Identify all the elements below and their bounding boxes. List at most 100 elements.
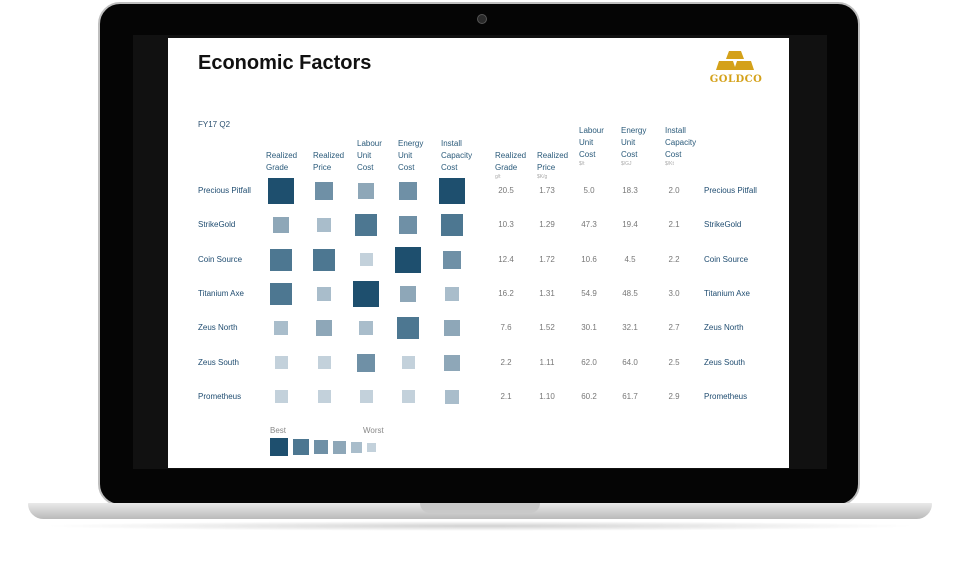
value-cell: 54.9 — [581, 288, 597, 298]
legend-square — [314, 440, 328, 454]
value-cell: 4.5 — [624, 254, 636, 264]
value-header-realized-grade: Realized Grade g/t — [495, 151, 527, 180]
value-cell: 10.6 — [581, 254, 597, 264]
value-cell: 1.73 — [539, 186, 555, 195]
slide-title: Economic Factors — [198, 52, 372, 74]
factor-table: Precious Pitfall 20.5 1.73 5.0 18.3 2.0 Precio… — [168, 38, 789, 468]
rank-square — [355, 214, 377, 237]
rank-square — [359, 390, 373, 404]
rank-square — [313, 248, 335, 271]
value-cell: 60.2 — [581, 391, 597, 401]
row-label: Precious Pitfall — [198, 186, 251, 195]
value-cell: 1.52 — [539, 323, 555, 333]
row-label-right: Precious Pitfall — [704, 186, 757, 195]
rank-square — [358, 183, 374, 199]
square-header-realized-grade: Realized Grade — [266, 151, 298, 172]
rank-square — [443, 250, 461, 269]
rank-square — [401, 390, 415, 404]
rank-square — [353, 280, 379, 307]
value-header-labour-unit-cost: Labour Unit Cost $/t — [579, 126, 604, 167]
value-cell: 32.1 — [622, 323, 638, 333]
row-label: Titanium Axe — [198, 288, 244, 298]
rank-square — [274, 390, 288, 404]
row-label-right: Titanium Axe — [704, 288, 750, 298]
rank-square — [401, 356, 415, 369]
camera-icon — [477, 14, 487, 24]
row-label: Zeus South — [198, 357, 239, 367]
rank-square — [359, 253, 373, 267]
value-cell: 48.5 — [622, 288, 638, 298]
value-cell: 16.2 — [498, 288, 514, 298]
gold-bars-icon — [716, 51, 754, 70]
row-label-right: Zeus South — [704, 357, 745, 367]
rank-square — [274, 356, 288, 369]
rank-square — [399, 216, 417, 235]
square-header-labour-unit-cost: Labour Unit Cost — [357, 139, 382, 172]
rank-square — [273, 217, 289, 234]
value-header-realized-price: Realized Price $K/g — [537, 151, 569, 180]
row-label-right: StrikeGold — [704, 220, 742, 230]
rank-square — [357, 353, 375, 372]
square-header-install-capacity-cost: Install Capacity Cost — [441, 139, 473, 172]
value-cell: 64.0 — [622, 357, 638, 367]
value-cell: 10.3 — [498, 220, 514, 230]
value-cell: 61.7 — [622, 391, 638, 401]
value-cell: 5.0 — [583, 186, 595, 195]
laptop-shadow — [40, 521, 920, 531]
legend-best-label: Best — [270, 426, 287, 435]
rank-square — [317, 218, 331, 233]
rank-square — [445, 389, 459, 404]
value-cell: 2.2 — [500, 357, 512, 367]
value-cell: 30.1 — [581, 323, 597, 333]
slide: Economic Factors GOLDCO FY17 Q2 Realized… — [168, 38, 789, 468]
rank-square — [359, 321, 373, 336]
row-label: Zeus North — [198, 323, 238, 333]
legend-square — [351, 441, 362, 453]
value-cell: 20.5 — [498, 186, 514, 195]
row-label: Prometheus — [198, 391, 242, 401]
square-header-energy-unit-cost: Energy Unit Cost — [398, 139, 424, 172]
rank-square — [317, 356, 331, 369]
value-cell: 2.2 — [668, 254, 680, 264]
legend-worst-label: Worst — [363, 426, 384, 435]
value-cell: 2.7 — [668, 323, 680, 333]
rank-square — [270, 248, 292, 271]
value-cell: 1.29 — [539, 220, 555, 230]
rank-square — [441, 214, 463, 237]
value-cell: 47.3 — [581, 220, 597, 230]
value-cell: 1.72 — [539, 254, 555, 264]
value-cell: 1.11 — [539, 357, 555, 367]
row-label: Coin Source — [198, 254, 243, 264]
rank-square — [268, 178, 294, 204]
value-cell: 19.4 — [622, 220, 638, 230]
legend-square — [367, 442, 376, 452]
value-header-energy-unit-cost: Energy Unit Cost $/GJ — [621, 126, 647, 167]
value-cell: 3.0 — [668, 288, 680, 298]
legend-square — [333, 440, 346, 454]
rank-square — [270, 282, 292, 305]
rank-square — [439, 178, 465, 204]
rank-square — [274, 321, 288, 336]
rank-square — [444, 320, 460, 337]
rank-square — [400, 285, 416, 302]
legend — [168, 38, 789, 468]
rank-square — [316, 320, 332, 337]
legend-square — [293, 439, 309, 455]
row-label-right: Prometheus — [704, 391, 748, 401]
value-cell: 62.0 — [581, 357, 597, 367]
rank-square — [317, 390, 331, 404]
rank-square — [399, 182, 417, 200]
value-cell: 2.0 — [668, 186, 680, 195]
rank-square — [315, 182, 333, 200]
value-cell: 18.3 — [622, 186, 638, 195]
legend-square — [270, 438, 288, 456]
rank-square — [444, 354, 460, 371]
row-label-right: Coin Source — [704, 254, 749, 264]
logo-text: GOLDCO — [709, 74, 763, 85]
value-cell: 2.1 — [500, 391, 512, 401]
square-header-realized-price: Realized Price — [313, 151, 345, 172]
value-cell: 2.1 — [668, 220, 680, 230]
row-label: StrikeGold — [198, 220, 236, 230]
value-cell: 1.31 — [539, 288, 555, 298]
rank-square — [445, 286, 459, 301]
